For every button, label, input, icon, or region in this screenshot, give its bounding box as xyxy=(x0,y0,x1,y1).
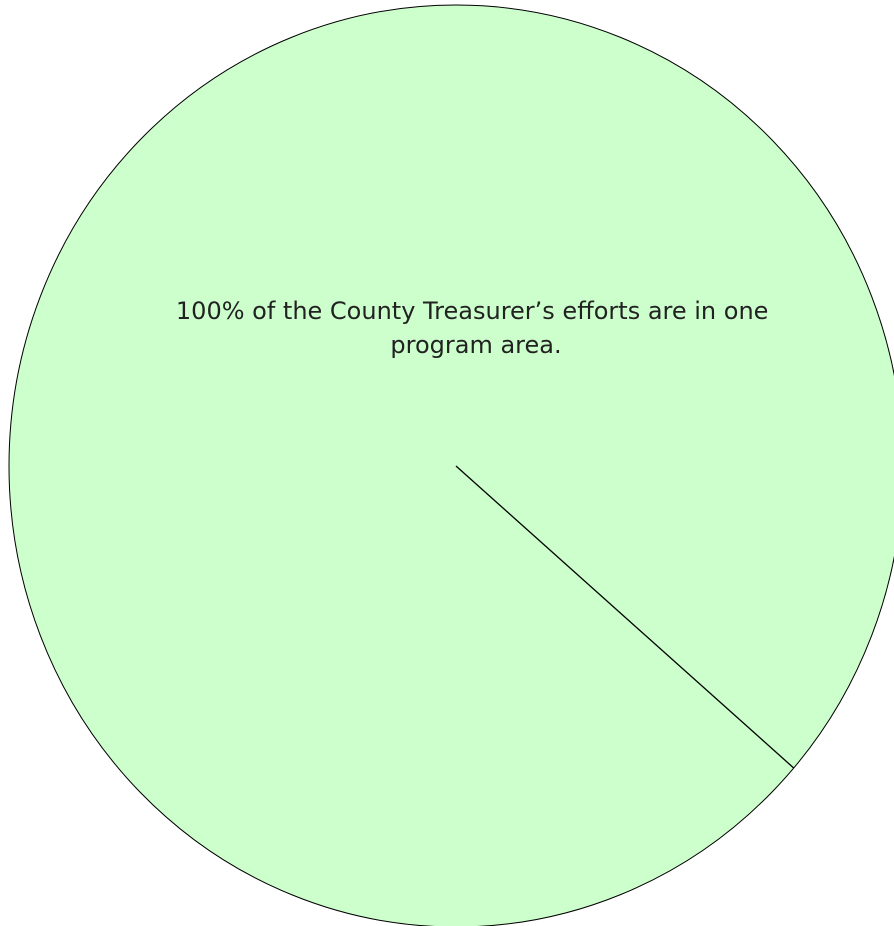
pie-slice xyxy=(8,4,894,926)
pie-slices xyxy=(8,4,894,926)
slice-label-line-1: 100% of the County Treasurer’s efforts a… xyxy=(176,297,769,325)
slice-boundary-line xyxy=(455,465,795,769)
slice-label: 100% of the County Treasurer’s efforts a… xyxy=(176,297,776,359)
slice-label-line-2: program area. xyxy=(390,331,561,359)
